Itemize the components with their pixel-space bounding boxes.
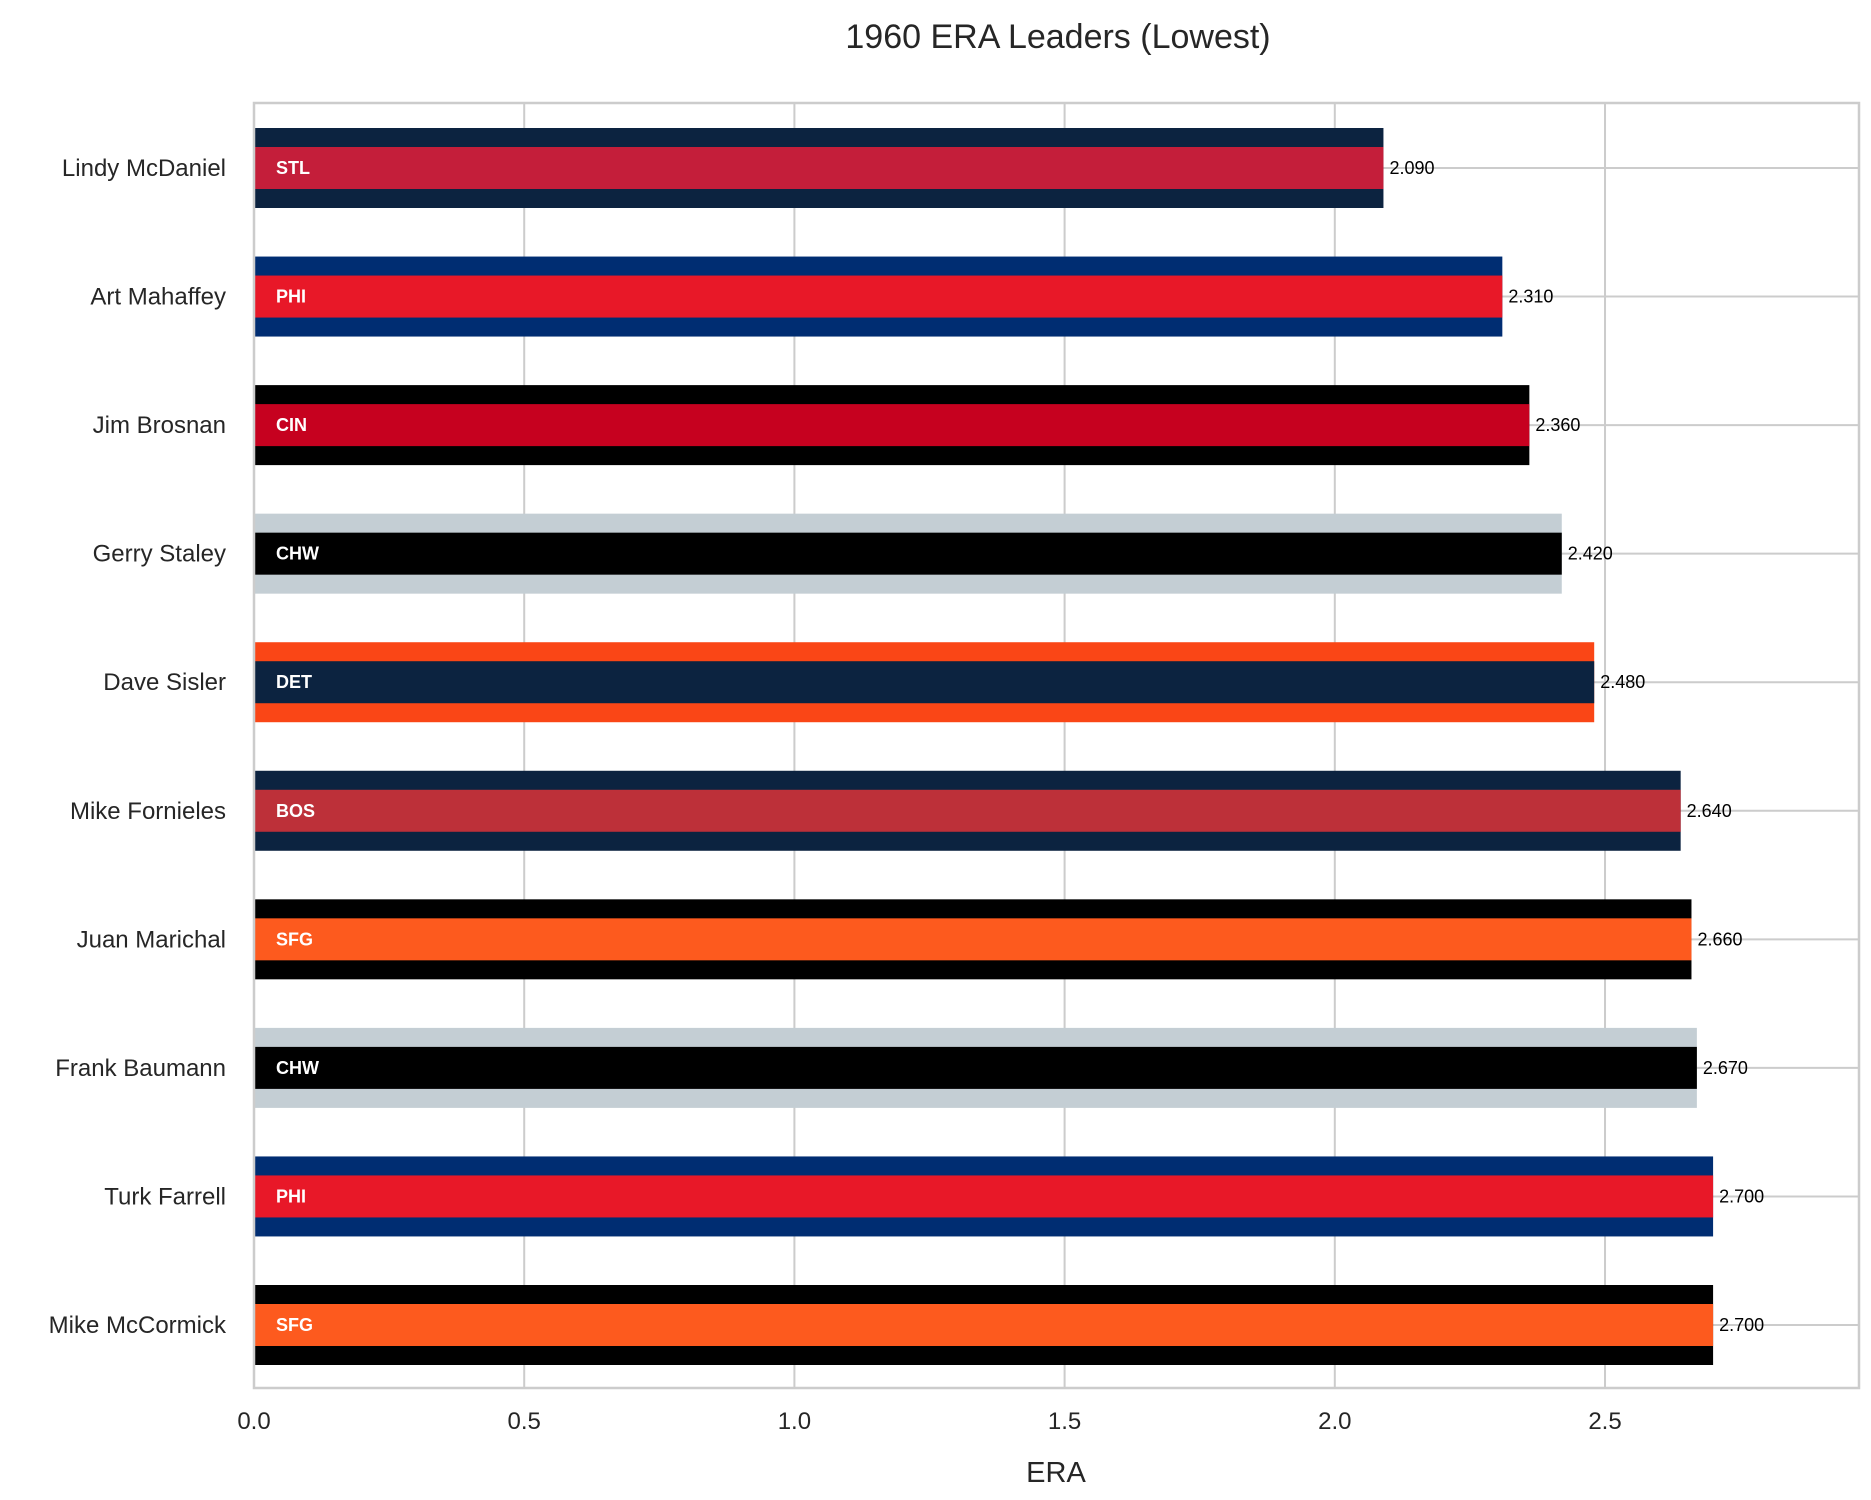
x-tick-label: 1.0 — [778, 1408, 811, 1435]
bar-group: CHW 2.420 — [254, 513, 1613, 594]
bar-group: PHI 2.310 — [254, 256, 1553, 337]
team-label: STL — [276, 158, 310, 178]
x-axis-label: ERA — [1026, 1457, 1086, 1489]
bar-group: CHW 2.670 — [254, 1027, 1748, 1108]
y-tick-label: Mike Fornieles — [70, 798, 226, 825]
team-label: BOS — [276, 801, 315, 821]
bars-layer: STL 2.090 PHI 2.310 CIN 2.360 CHW 2.420 DET 2.480… — [254, 128, 1764, 1365]
y-tick-label: Juan Marichal — [77, 926, 226, 953]
team-label: PHI — [276, 1186, 306, 1206]
bar-inner — [254, 1304, 1714, 1346]
x-tick-label: 2.5 — [1588, 1408, 1621, 1435]
bar-inner — [254, 147, 1384, 189]
bar-inner — [254, 661, 1595, 704]
team-label: DET — [276, 672, 312, 692]
bar-group: BOS 2.640 — [254, 770, 1732, 851]
value-label: 2.480 — [1600, 672, 1645, 692]
y-tick-label: Jim Brosnan — [93, 412, 226, 439]
value-label: 2.700 — [1719, 1315, 1764, 1335]
bar-inner — [254, 789, 1681, 832]
x-tick-label: 1.5 — [1048, 1408, 1081, 1435]
team-label: CHW — [276, 544, 319, 564]
value-label: 2.700 — [1719, 1186, 1764, 1206]
y-tick-label: Art Mahaffey — [90, 284, 226, 311]
team-label: SFG — [276, 929, 313, 949]
y-tick-label: Turk Farrell — [104, 1183, 226, 1210]
y-tick-label: Frank Baumann — [55, 1055, 226, 1082]
value-label: 2.640 — [1687, 801, 1732, 821]
bar-group: DET 2.480 — [254, 642, 1645, 723]
team-label: PHI — [276, 287, 306, 307]
x-tick-label: 0.0 — [237, 1408, 270, 1435]
bar-group: SFG 2.700 — [254, 1285, 1764, 1365]
y-tick-label: Lindy McDaniel — [62, 155, 226, 182]
x-tick-label: 2.0 — [1318, 1408, 1351, 1435]
y-tick-label: Gerry Staley — [93, 541, 226, 568]
team-label: CHW — [276, 1058, 319, 1078]
value-label: 2.660 — [1697, 929, 1742, 949]
bar-inner — [254, 1175, 1714, 1218]
bar-inner — [254, 1046, 1697, 1089]
team-label: SFG — [276, 1315, 313, 1335]
value-label: 2.090 — [1389, 158, 1434, 178]
y-tick-label: Dave Sisler — [103, 669, 226, 696]
team-label: CIN — [276, 415, 307, 435]
y-tick-label: Mike McCormick — [49, 1312, 227, 1339]
value-label: 2.670 — [1703, 1058, 1748, 1078]
plot-frame — [252, 101, 1861, 1390]
bar-inner — [254, 404, 1530, 447]
bar-inner — [254, 275, 1503, 318]
x-tick-label: 0.5 — [508, 1408, 541, 1435]
chart-title: 1960 ERA Leaders (Lowest) — [845, 18, 1270, 56]
value-label: 2.420 — [1568, 544, 1613, 564]
x-tick-labels: 0.0 0.5 1.0 1.5 2.0 2.5 — [237, 1408, 1621, 1435]
y-tick-labels: Lindy McDaniel Art Mahaffey Jim Brosnan Ger… — [49, 155, 227, 1339]
value-label: 2.360 — [1535, 415, 1580, 435]
bar-group: SFG 2.660 — [254, 899, 1743, 980]
bar-inner — [254, 918, 1692, 961]
bar-inner — [254, 532, 1562, 575]
bar-group: STL 2.090 — [254, 128, 1434, 208]
bar-group: PHI 2.700 — [254, 1156, 1764, 1237]
bar-group: CIN 2.360 — [254, 385, 1580, 466]
value-label: 2.310 — [1508, 287, 1553, 307]
